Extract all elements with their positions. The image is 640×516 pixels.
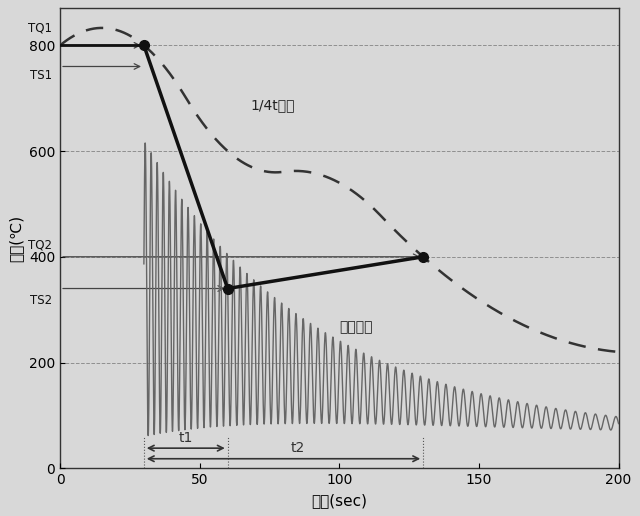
Text: TS1: TS1 [29,69,52,82]
Y-axis label: 温度(℃): 温度(℃) [8,215,23,262]
Text: t1: t1 [179,431,193,445]
Text: 表面温度: 表面温度 [339,320,373,334]
Text: TQ2: TQ2 [28,238,52,251]
X-axis label: 時間(sec): 時間(sec) [311,493,367,508]
Text: TQ1: TQ1 [28,22,52,35]
Text: 1/4t温度: 1/4t温度 [250,98,294,112]
Text: TS2: TS2 [29,294,52,307]
Text: t2: t2 [291,441,305,456]
